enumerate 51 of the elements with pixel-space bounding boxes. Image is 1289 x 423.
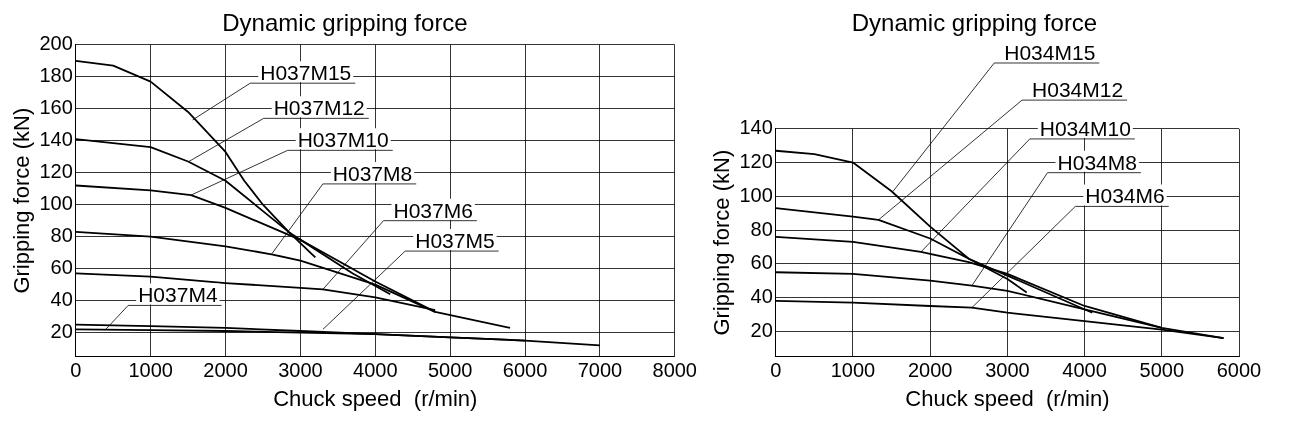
x-tick-label: 4000: [1062, 359, 1107, 382]
x-tick-label: 0: [70, 359, 82, 382]
annotation: H037M4: [138, 283, 218, 307]
x-tick-label: 8000: [652, 359, 697, 382]
x-axis-title: Chuck speed (r/min): [905, 385, 1110, 411]
y-tick-label: 100: [739, 183, 773, 206]
y-axis-title: Gripping force (kN): [709, 149, 735, 336]
y-tick-label: 60: [750, 251, 773, 274]
x-tick-label: 6000: [502, 359, 548, 382]
y-tick-label: 40: [50, 288, 73, 311]
annotation: H034M15: [1004, 40, 1096, 64]
annotation: H037M10: [297, 128, 389, 152]
x-tick-label: 4000: [353, 359, 398, 382]
y-tick-label: 140: [39, 128, 73, 151]
x-axis-title: Chuck speed (r/min): [273, 385, 478, 411]
y-tick-label: 140: [739, 116, 773, 139]
y-tick-label: 80: [750, 217, 773, 240]
annotation: H037M6: [393, 198, 473, 222]
y-tick-label: 120: [739, 150, 773, 173]
x-tick-label: 5000: [1139, 359, 1185, 382]
chart-title: Dynamic gripping force: [851, 9, 1098, 37]
y-tick-label: 200: [39, 32, 73, 55]
y-tick-label: 120: [39, 160, 73, 183]
x-tick-label: 1000: [128, 359, 173, 382]
y-axis-title: Gripping force (kN): [9, 107, 35, 294]
annotation: H034M6: [1085, 184, 1165, 208]
y-tick-label: 100: [39, 192, 73, 215]
y-tick-label: 20: [50, 320, 73, 343]
y-tick-label: 60: [50, 256, 73, 279]
annotation: H034M8: [1057, 150, 1137, 174]
y-tick-label: 80: [50, 224, 73, 247]
y-tick-label: 40: [750, 285, 773, 308]
annotation: H037M15: [260, 61, 352, 85]
annotation: H037M5: [415, 229, 495, 253]
x-tick-label: 2000: [203, 359, 248, 382]
x-tick-label: 3000: [278, 359, 323, 382]
x-tick-label: 1000: [830, 359, 876, 382]
x-tick-label: 6000: [1216, 359, 1262, 382]
x-tick-label: 5000: [427, 359, 473, 382]
annotation: H037M8: [332, 161, 413, 185]
annotation: H037M12: [273, 96, 365, 120]
y-tick-label: 180: [39, 64, 73, 87]
x-tick-label: 7000: [577, 359, 623, 382]
annotation: H034M12: [1032, 78, 1124, 102]
x-tick-label: 0: [770, 359, 782, 382]
x-tick-label: 2000: [907, 359, 953, 382]
y-tick-label: 20: [750, 318, 773, 341]
y-tick-label: 160: [39, 96, 73, 119]
annotation: H034M10: [1039, 116, 1131, 140]
chart-title: Dynamic gripping force: [222, 9, 468, 37]
x-tick-label: 3000: [985, 359, 1030, 382]
